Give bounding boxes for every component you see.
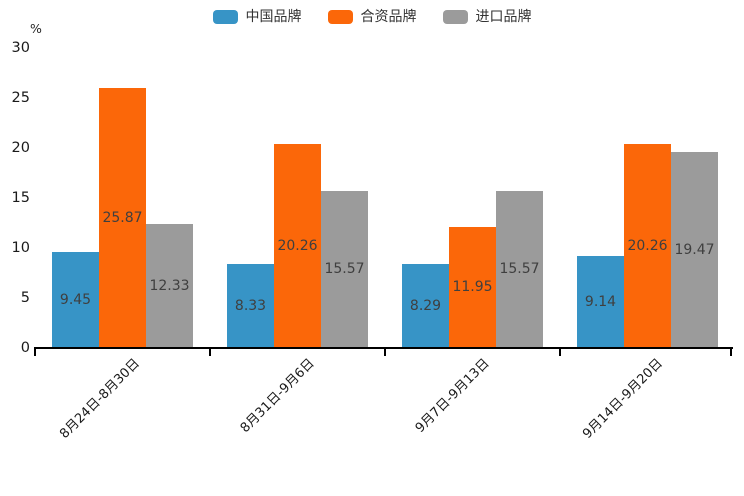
- legend-swatch-imported-brand-icon: [442, 10, 468, 24]
- legend-item-china-brand: 中国品牌: [212, 8, 302, 26]
- y-tick-label: 5: [20, 290, 30, 306]
- x-axis-tick: [384, 347, 386, 356]
- y-axis-unit-label: %: [30, 21, 42, 36]
- x-tick-label: 8月31日-9月6日: [238, 356, 319, 436]
- bar-value-label: 20.26: [277, 237, 318, 254]
- bar-value-label: 12.33: [149, 277, 190, 294]
- x-axis-tick: [559, 347, 561, 356]
- bar-value-label: 20.26: [627, 237, 668, 254]
- x-tick-label: 9月14日-9月20日: [580, 356, 667, 442]
- legend-swatch-china-brand-icon: [212, 10, 238, 24]
- y-tick-label: 30: [11, 40, 30, 56]
- legend-label: 中国品牌: [245, 9, 302, 25]
- bar: 20.26: [624, 144, 671, 347]
- legend-swatch-joint-venture-brand-icon: [327, 10, 353, 24]
- bar-value-label: 8.29: [409, 297, 442, 314]
- y-tick-label: 10: [11, 240, 30, 256]
- x-tick-label: 8月24日-8月30日: [57, 356, 144, 442]
- y-tick-label: 20: [11, 140, 30, 156]
- x-axis-tick: [730, 347, 732, 356]
- bar: 12.33: [146, 224, 193, 347]
- x-axis-tick: [209, 347, 211, 356]
- legend-item-joint-venture-brand: 合资品牌: [327, 8, 417, 26]
- y-tick-label: 15: [11, 190, 30, 206]
- bar: 15.57: [321, 191, 368, 347]
- bar-value-label: 8.33: [234, 297, 267, 314]
- bar: 25.87: [99, 88, 146, 347]
- bar: 19.47: [671, 152, 718, 347]
- bar-value-label: 11.95: [452, 279, 493, 295]
- x-axis-tick: [34, 347, 36, 356]
- legend-label: 进口品牌: [475, 9, 532, 25]
- bar-value-label: 9.45: [59, 291, 92, 308]
- bar: 9.45: [52, 252, 99, 347]
- bar: 8.29: [402, 264, 449, 347]
- y-tick-label: 0: [20, 340, 30, 356]
- legend: 中国品牌 合资品牌 进口品牌: [0, 8, 744, 26]
- bar: 15.57: [496, 191, 543, 347]
- bar: 20.26: [274, 144, 321, 347]
- x-tick-label: 9月7日-9月13日: [413, 356, 494, 436]
- bar: 8.33: [227, 264, 274, 347]
- legend-label: 合资品牌: [360, 9, 417, 25]
- y-tick-label: 25: [11, 90, 30, 106]
- bar-value-label: 19.47: [674, 241, 715, 258]
- bar-value-label: 25.87: [102, 209, 143, 226]
- bar-value-label: 15.57: [499, 261, 540, 277]
- bar-value-label: 9.14: [584, 293, 617, 310]
- bar: 9.14: [577, 256, 624, 347]
- bar-value-label: 15.57: [324, 261, 365, 277]
- bar: 11.95: [449, 227, 496, 347]
- legend-item-imported-brand: 进口品牌: [442, 8, 532, 26]
